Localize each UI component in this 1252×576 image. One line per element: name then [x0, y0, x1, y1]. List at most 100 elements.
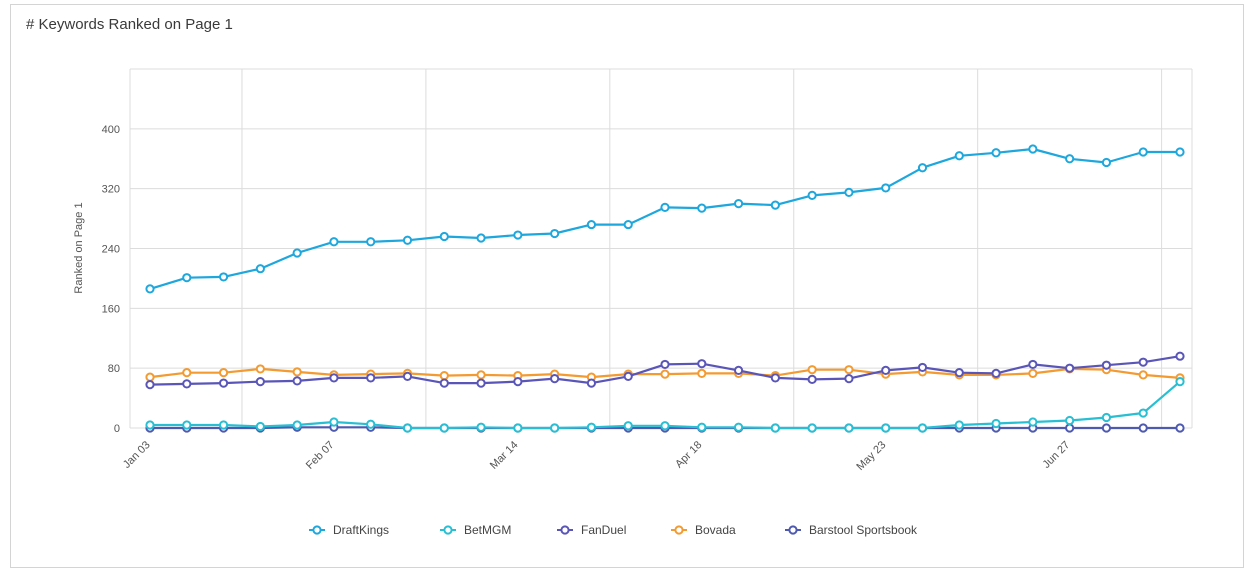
data-point[interactable]	[660, 421, 670, 431]
data-point[interactable]	[402, 423, 413, 433]
data-point[interactable]	[182, 368, 192, 378]
data-point[interactable]	[255, 377, 265, 387]
data-point[interactable]	[917, 163, 928, 173]
data-point[interactable]	[733, 422, 744, 432]
data-point[interactable]	[623, 219, 633, 230]
data-point[interactable]	[733, 365, 744, 376]
data-point[interactable]	[550, 423, 560, 433]
data-point[interactable]	[218, 420, 229, 430]
data-point[interactable]	[145, 372, 155, 382]
data-point[interactable]	[182, 273, 192, 283]
data-point[interactable]	[991, 368, 1001, 379]
data-point[interactable]	[366, 419, 376, 429]
data-point[interactable]	[292, 420, 302, 430]
data-point[interactable]	[329, 373, 339, 383]
data-point[interactable]	[1065, 154, 1075, 164]
data-point[interactable]	[550, 374, 560, 384]
data-point[interactable]	[1101, 157, 1112, 168]
data-point[interactable]	[1175, 423, 1185, 433]
data-point[interactable]	[476, 422, 486, 432]
data-point[interactable]	[1138, 408, 1148, 418]
data-point[interactable]	[439, 423, 449, 433]
data-point[interactable]	[439, 231, 449, 242]
data-point[interactable]	[218, 368, 229, 378]
data-point[interactable]	[1028, 144, 1038, 154]
data-point[interactable]	[439, 378, 449, 388]
data-point[interactable]	[255, 264, 265, 274]
data-point[interactable]	[476, 233, 486, 243]
data-point[interactable]	[1028, 417, 1038, 427]
data-point[interactable]	[844, 374, 854, 384]
data-point[interactable]	[954, 151, 964, 161]
data-point[interactable]	[292, 376, 302, 386]
data-point[interactable]	[1138, 370, 1148, 380]
data-point[interactable]	[1138, 423, 1148, 433]
data-point[interactable]	[513, 423, 523, 433]
legend-item[interactable]: Bovada	[671, 523, 736, 537]
data-point[interactable]	[881, 423, 891, 433]
legend-item[interactable]: DraftKings	[309, 523, 389, 537]
data-point[interactable]	[255, 421, 265, 432]
data-point[interactable]	[292, 367, 302, 377]
data-point[interactable]	[1175, 377, 1185, 387]
data-point[interactable]	[917, 362, 928, 373]
data-point[interactable]	[697, 359, 707, 369]
data-point[interactable]	[1101, 360, 1112, 370]
data-point[interactable]	[182, 420, 192, 430]
data-point[interactable]	[1175, 147, 1185, 157]
data-point[interactable]	[366, 237, 376, 247]
data-point[interactable]	[697, 422, 707, 432]
data-point[interactable]	[1138, 357, 1148, 367]
data-point[interactable]	[991, 418, 1001, 429]
data-point[interactable]	[660, 359, 670, 370]
legend-item[interactable]: Barstool Sportsbook	[785, 523, 918, 537]
data-point[interactable]	[807, 190, 817, 200]
data-point[interactable]	[770, 423, 780, 433]
data-point[interactable]	[770, 200, 780, 210]
data-point[interactable]	[329, 237, 339, 247]
data-point[interactable]	[660, 202, 670, 212]
data-point[interactable]	[586, 219, 597, 230]
data-point[interactable]	[255, 364, 265, 374]
data-point[interactable]	[954, 368, 964, 378]
data-point[interactable]	[145, 420, 155, 430]
data-point[interactable]	[1138, 147, 1148, 157]
data-point[interactable]	[366, 373, 376, 383]
data-point[interactable]	[513, 230, 523, 240]
data-point[interactable]	[1028, 359, 1038, 370]
data-point[interactable]	[697, 203, 707, 213]
data-point[interactable]	[991, 148, 1001, 158]
data-point[interactable]	[770, 373, 780, 383]
data-point[interactable]	[881, 365, 891, 376]
data-point[interactable]	[1065, 423, 1075, 433]
data-point[interactable]	[1065, 415, 1075, 426]
data-point[interactable]	[439, 371, 449, 381]
data-point[interactable]	[807, 365, 817, 375]
data-point[interactable]	[697, 368, 707, 379]
legend-item[interactable]: FanDuel	[557, 523, 626, 537]
data-point[interactable]	[623, 421, 633, 431]
data-point[interactable]	[1028, 368, 1038, 379]
data-point[interactable]	[550, 228, 560, 239]
data-point[interactable]	[1065, 363, 1075, 373]
data-point[interactable]	[844, 365, 854, 375]
data-point[interactable]	[182, 379, 192, 389]
legend-item[interactable]: BetMGM	[440, 523, 511, 537]
data-point[interactable]	[807, 374, 817, 384]
data-point[interactable]	[513, 377, 523, 387]
data-point[interactable]	[145, 380, 155, 390]
data-point[interactable]	[660, 369, 670, 379]
data-point[interactable]	[218, 378, 229, 388]
data-point[interactable]	[586, 422, 597, 432]
data-point[interactable]	[145, 284, 155, 294]
data-point[interactable]	[218, 272, 229, 282]
data-point[interactable]	[476, 378, 486, 388]
data-point[interactable]	[1101, 412, 1112, 423]
data-point[interactable]	[292, 248, 302, 258]
data-point[interactable]	[476, 370, 486, 380]
data-point[interactable]	[329, 417, 339, 427]
data-point[interactable]	[733, 199, 744, 209]
data-point[interactable]	[844, 423, 854, 433]
data-point[interactable]	[881, 183, 891, 193]
data-point[interactable]	[1175, 351, 1185, 361]
